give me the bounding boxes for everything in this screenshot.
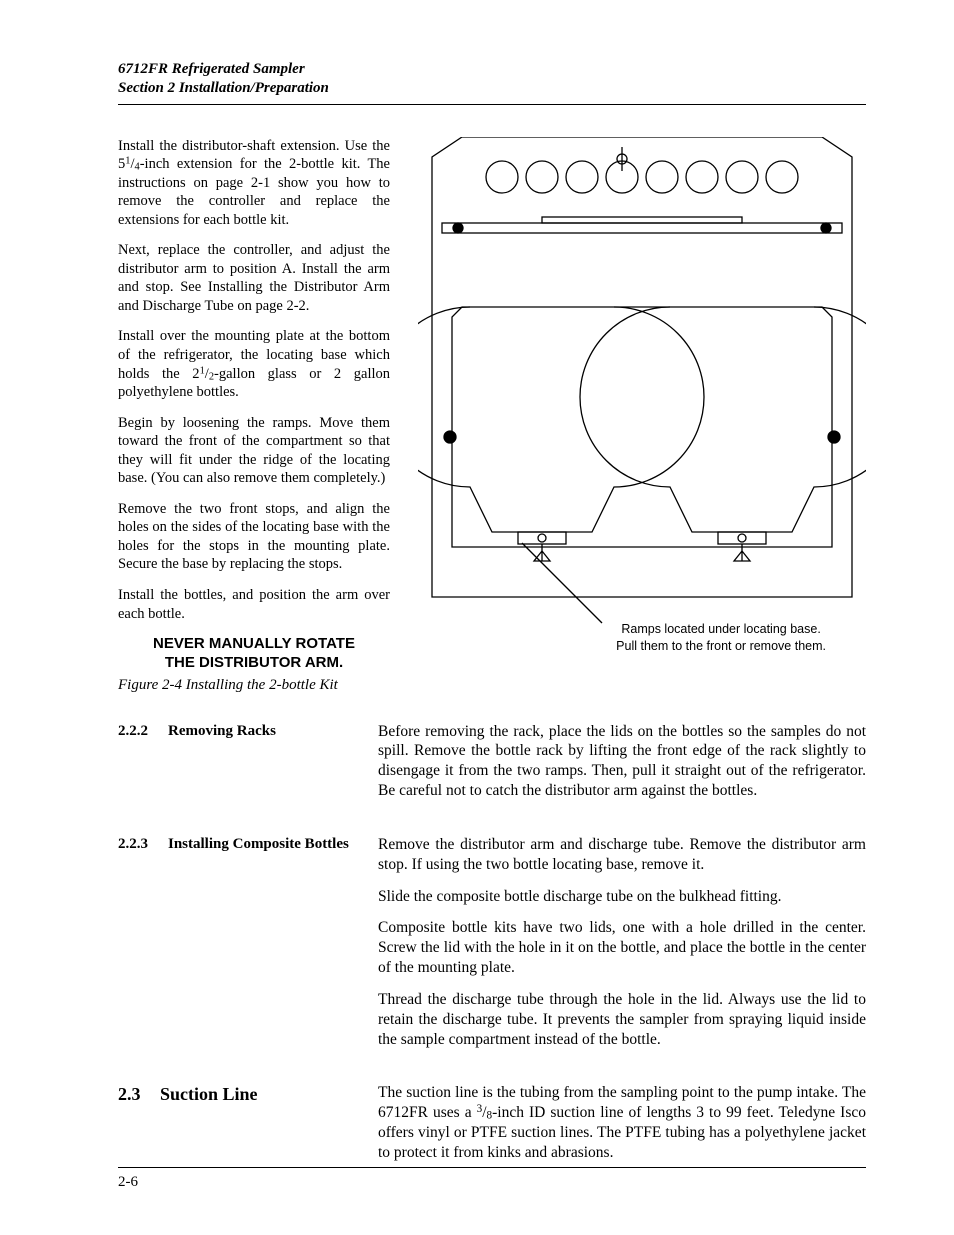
running-head: 6712FR Refrigerated Sampler Section 2 In… [118, 60, 866, 104]
section-2-2-3-body: Remove the distributor arm and discharge… [378, 835, 866, 1061]
section-2-2-3-label: 2.2.3 Installing Composite Bottles [118, 835, 360, 1061]
footer: 2-6 [118, 1167, 866, 1191]
instr-p1: Install the distributor-shaft extension.… [118, 137, 390, 230]
head-line-2: Section 2 Installation/Preparation [118, 79, 866, 98]
instr-p4: Begin by loosening the ramps. Move them … [118, 414, 390, 488]
page-number: 2-6 [118, 1174, 866, 1191]
figure-row: Install the distributor-shaft extension.… [118, 137, 866, 673]
section-2-3: 2.3 Suction Line The suction line is the… [118, 1083, 866, 1174]
figure-2-4: Ramps located under locating base. Pull … [418, 137, 866, 667]
instruction-column: Install the distributor-shaft extension.… [118, 137, 390, 673]
head-line-1: 6712FR Refrigerated Sampler [118, 60, 866, 79]
section-2-2-2: 2.2.2 Removing Racks Before removing the… [118, 722, 866, 813]
foot-rule [118, 1167, 866, 1168]
instr-p3: Install over the mounting plate at the b… [118, 327, 390, 401]
instr-p2: Next, replace the controller, and adjust… [118, 241, 390, 315]
figure-note: Ramps located under locating base. Pull … [616, 621, 826, 655]
instr-p5: Remove the two front stops, and align th… [118, 500, 390, 574]
figure-title: Figure 2-4 Installing the 2-bottle Kit [118, 677, 866, 694]
section-2-2-3: 2.2.3 Installing Composite Bottles Remov… [118, 835, 866, 1061]
head-rule [118, 104, 866, 105]
warning-text: NEVER MANUALLY ROTATE THE DISTRIBUTOR AR… [118, 635, 390, 673]
section-2-2-2-body: Before removing the rack, place the lids… [378, 722, 866, 813]
section-2-3-body: The suction line is the tubing from the … [378, 1083, 866, 1174]
instr-p6: Install the bottles, and position the ar… [118, 586, 390, 623]
section-2-3-label: 2.3 Suction Line [118, 1083, 360, 1174]
page: 6712FR Refrigerated Sampler Section 2 In… [0, 0, 954, 1235]
section-2-2-2-label: 2.2.2 Removing Racks [118, 722, 360, 813]
diagram-svg [418, 137, 866, 667]
